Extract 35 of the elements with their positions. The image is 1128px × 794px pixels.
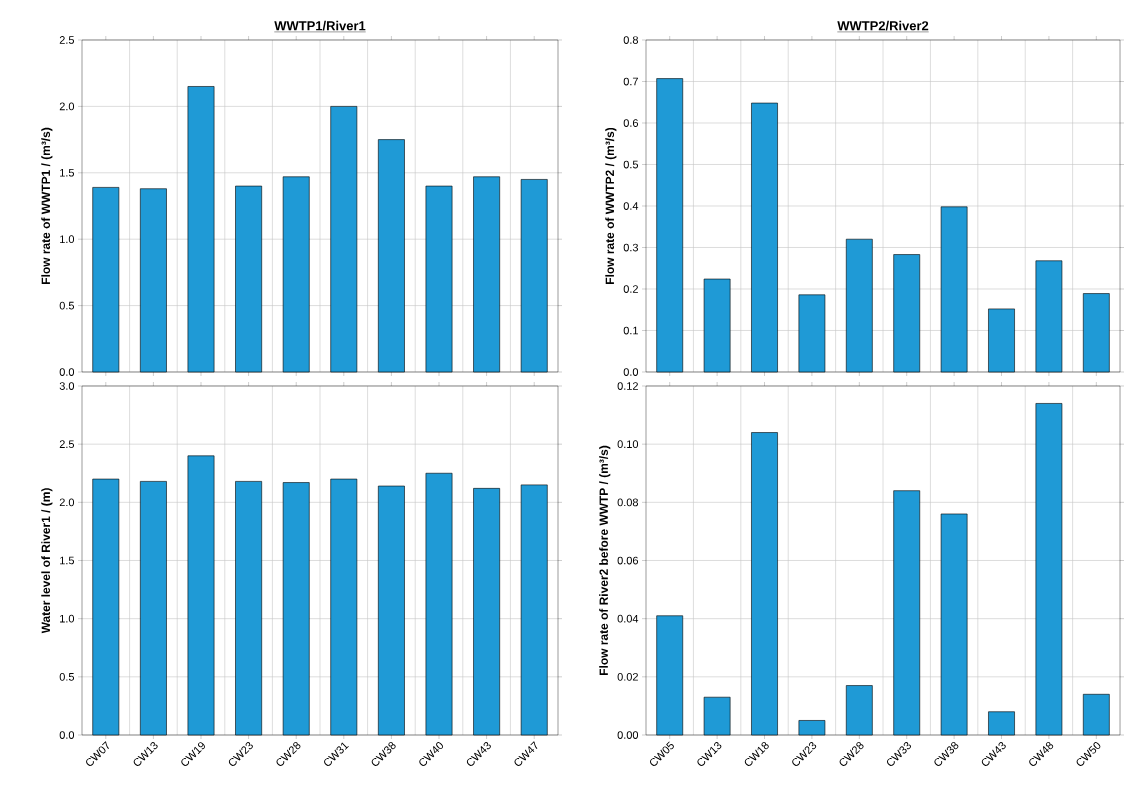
y-tick-label: 0.7	[623, 77, 638, 86]
y-tick-label: 1.0	[60, 614, 75, 623]
y-tick-label: 2.0	[59, 498, 75, 507]
y-tick-label: 0.10	[617, 440, 639, 449]
y-tick-label: 0.4	[623, 202, 639, 210]
y-tick-label: 0.3	[623, 243, 638, 252]
y-tick-label: 2.5	[59, 440, 75, 449]
y-tick-label: 0.5	[59, 672, 75, 681]
y-tick-label: 2.0	[59, 102, 75, 111]
y-tick-label: 0.00	[617, 731, 639, 739]
y-tick-label: 0.0	[59, 368, 75, 376]
y-tick-label: 0.2	[623, 285, 638, 293]
y-tick-label: 1.5	[60, 556, 75, 565]
y-tick-label: 0.02	[617, 672, 638, 681]
y-axis-title: Flow rate of River2 before WWTP / (m³/s)	[599, 445, 611, 675]
y-tick-label: 0.12	[617, 382, 638, 390]
y-tick-label: 0.5	[59, 301, 75, 310]
y-axis-title: Flow rate of WWTP1 / (m³/s)	[41, 127, 53, 284]
y-tick-label: 3.0	[59, 382, 75, 390]
y-tick-label: 1.5	[60, 168, 75, 177]
y-tick-label: 2.5	[59, 36, 75, 44]
y-tick-label: 0.6	[623, 119, 638, 127]
y-tick-label: 0.1	[623, 326, 638, 335]
chart-title: WWTP1/River1	[274, 20, 366, 31]
y-tick-label: 0.08	[617, 498, 638, 507]
y-tick-label: 0.06	[617, 556, 638, 565]
y-axis-title: Water level of River1 / (m)	[41, 488, 53, 634]
y-tick-label: 0.0	[623, 368, 639, 376]
y-tick-label: 0.0	[59, 731, 75, 739]
y-tick-label: 0.8	[623, 36, 638, 44]
y-tick-label: 1.0	[60, 235, 75, 244]
y-tick-label: 0.04	[617, 614, 639, 623]
y-axis-title: Flow rate of WWTP2 / (m³/s)	[605, 127, 617, 284]
y-tick-label: 0.5	[623, 160, 639, 169]
chart-title: WWTP2/River2	[837, 20, 929, 31]
